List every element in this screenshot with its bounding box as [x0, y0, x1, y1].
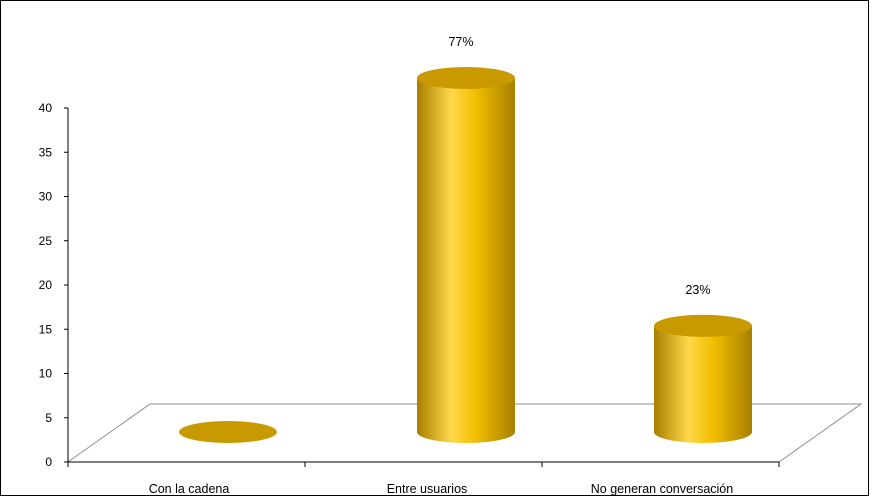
x-category-label: No generan conversación	[591, 482, 733, 496]
x-category-label: Entre usuarios	[387, 482, 468, 496]
y-axis: 0 5 10 15 20 25 30 35 40	[39, 101, 69, 469]
bar-cylinder	[179, 421, 277, 443]
data-label: 23%	[685, 283, 710, 297]
y-tick-label: 20	[39, 278, 53, 292]
y-tick-label: 10	[39, 367, 53, 381]
y-tick-label: 30	[39, 190, 53, 204]
bar-cylinder	[417, 67, 515, 443]
x-axis: Con la cadena Entre usuarios No generan co…	[67, 461, 780, 496]
data-label: 77%	[448, 35, 473, 49]
bar-top	[179, 421, 277, 443]
bar-cylinder	[654, 314, 752, 443]
y-tick-label: 15	[39, 322, 53, 336]
y-tick-label: 25	[39, 234, 53, 248]
y-tick-label: 5	[45, 411, 52, 425]
y-tick-label: 40	[39, 101, 53, 115]
bar-series	[179, 67, 752, 443]
y-tick-label: 0	[45, 455, 52, 469]
bar-top	[654, 314, 752, 337]
y-tick-label: 35	[39, 145, 53, 159]
x-category-label: Con la cadena	[149, 482, 230, 496]
bar-top	[417, 67, 515, 89]
data-labels: 77% 23%	[448, 35, 710, 297]
bar-body	[417, 78, 515, 443]
bar-body	[654, 325, 752, 443]
